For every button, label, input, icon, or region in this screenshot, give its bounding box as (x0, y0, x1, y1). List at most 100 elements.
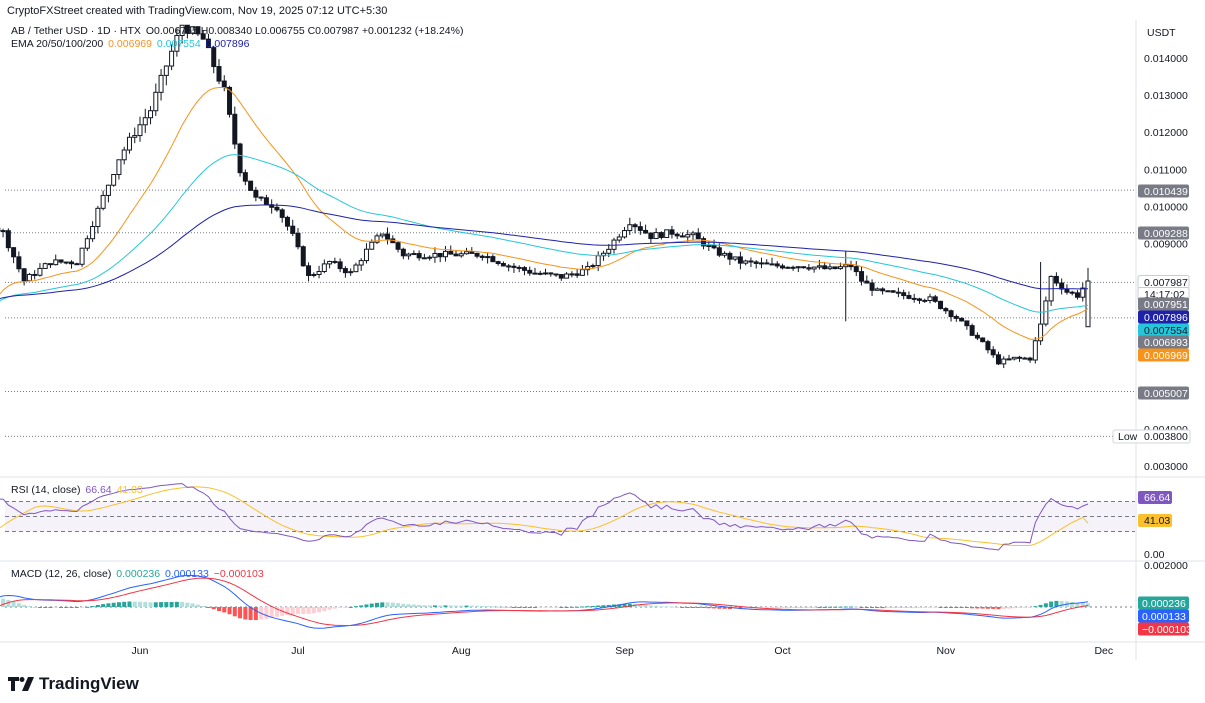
candle-body (469, 251, 475, 254)
macd-hist-bar (959, 607, 964, 608)
macd-hist-bar (727, 607, 732, 610)
macd-hist-bar (912, 607, 917, 608)
macd-hist-bar (770, 607, 774, 609)
macd-hist-bar (669, 606, 674, 608)
ema-legend[interactable]: EMA 20/50/100/200 0.006969 0.007554 0.00… (11, 38, 251, 50)
candle-body (16, 256, 22, 270)
macd-hist-bar (43, 607, 48, 608)
macd-hist-bar (554, 607, 559, 608)
candle-body (806, 267, 812, 270)
macd-hist-bar (206, 607, 211, 608)
candle-body (637, 226, 643, 231)
macd-hist-bar (285, 607, 290, 616)
candle-body (416, 253, 422, 259)
candle-body (290, 225, 296, 234)
macd-hist-bar (464, 605, 469, 607)
macd-hist-bar (411, 604, 416, 607)
macd-hist-bar (232, 607, 237, 617)
candle-body (616, 236, 622, 241)
macd-hist-bar (95, 605, 100, 607)
candle-body (21, 268, 27, 282)
macd-hist-bar (432, 605, 437, 607)
macd-badge-text: −0.000103 (1142, 624, 1192, 636)
macd-hist-bar (222, 607, 227, 613)
rsi-label: RSI (14, close) (11, 484, 81, 496)
candle-body (948, 310, 954, 318)
low-badge-bg (1112, 429, 1191, 444)
candle-body (485, 256, 491, 259)
candle-body (232, 113, 238, 145)
candle-body (679, 235, 685, 238)
price-badge-text: 0.005007 (1144, 388, 1188, 400)
price-badge-text: 0.007554 (1144, 325, 1188, 337)
price-badge-text: 0.006993 (1144, 337, 1188, 349)
macd-hist-bar (1033, 606, 1038, 608)
macd-hist-bar (569, 606, 574, 608)
candle-body (1064, 288, 1070, 293)
candle-body (284, 216, 290, 227)
macd-hist-bar (48, 607, 53, 608)
price-badge-bg (1138, 386, 1189, 400)
candle-body (237, 143, 243, 174)
candle-body (758, 262, 764, 265)
candle-body (400, 248, 406, 257)
rsi-legend[interactable]: RSI (14, close) 66.64 41.03 (11, 484, 145, 496)
macd-hist-bar (301, 607, 306, 614)
macd-hist-bar (85, 606, 90, 608)
macd-hist-bar (127, 601, 132, 607)
macd-hist-bar (159, 602, 164, 607)
macd-hist-bar (622, 604, 627, 607)
candle-body (374, 235, 380, 243)
macd-hist-bar (706, 607, 711, 609)
symbol-title[interactable]: AB / Tether USD · 1D · HTX (11, 25, 141, 37)
macd-hist-bar (843, 606, 848, 608)
candle-body (358, 260, 364, 266)
macd-hist-bar (527, 607, 532, 608)
macd-hist-bar (480, 606, 485, 608)
candle-body (1074, 292, 1080, 298)
macd-hist-bar (317, 607, 322, 613)
tradingview-logo[interactable]: TradingView (8, 674, 139, 694)
macd-hist-bar (817, 606, 822, 608)
macd-hist-bar (638, 604, 643, 607)
candle-body (716, 247, 722, 256)
price-badge-text: 0.006969 (1144, 350, 1188, 362)
candle-body (553, 273, 559, 276)
rsi-value-text: 66.64 (85, 484, 112, 496)
candle-body (922, 299, 928, 302)
candle-body (569, 273, 575, 276)
candle-body (516, 266, 522, 269)
symbol-legend: AB / Tether USD · 1D · HTX O0.006755 H0.… (11, 25, 465, 37)
candle-body (1017, 356, 1023, 359)
macd-hist-bar (970, 607, 975, 609)
candle-body (811, 266, 817, 270)
macd-hist-bar (27, 606, 32, 608)
candle-body (532, 272, 538, 275)
macd-hist-bar (812, 607, 817, 608)
candle-body (248, 180, 254, 191)
candle-body (964, 320, 970, 327)
candle-body (743, 260, 749, 264)
macd-hist-bar (685, 607, 690, 608)
macd-hist-bar (506, 606, 511, 608)
macd-hist-bar (659, 606, 664, 608)
macd-hist-bar (1054, 600, 1059, 607)
candle-body (263, 197, 269, 206)
macd-hist-bar (443, 605, 448, 607)
candles (0, 24, 1091, 369)
macd-hist-bar (269, 607, 274, 618)
candle-body (311, 273, 317, 276)
macd-hist-bar (390, 602, 395, 607)
candle-body (521, 267, 527, 271)
ohlc-values: O0.006755 H0.008340 L0.006755 C0.007987 … (145, 25, 464, 37)
candle-body (74, 263, 80, 266)
candle-body (843, 264, 849, 268)
macd-hist-bar (533, 607, 537, 608)
macd-hist-bar (185, 602, 190, 607)
ema100-line (0, 204, 1089, 300)
time-axis-label: Aug (452, 645, 471, 657)
macd-legend[interactable]: MACD (12, 26, close) 0.000236 0.000133 −… (11, 568, 266, 580)
candle-body (242, 172, 248, 182)
candle-body (432, 252, 438, 258)
